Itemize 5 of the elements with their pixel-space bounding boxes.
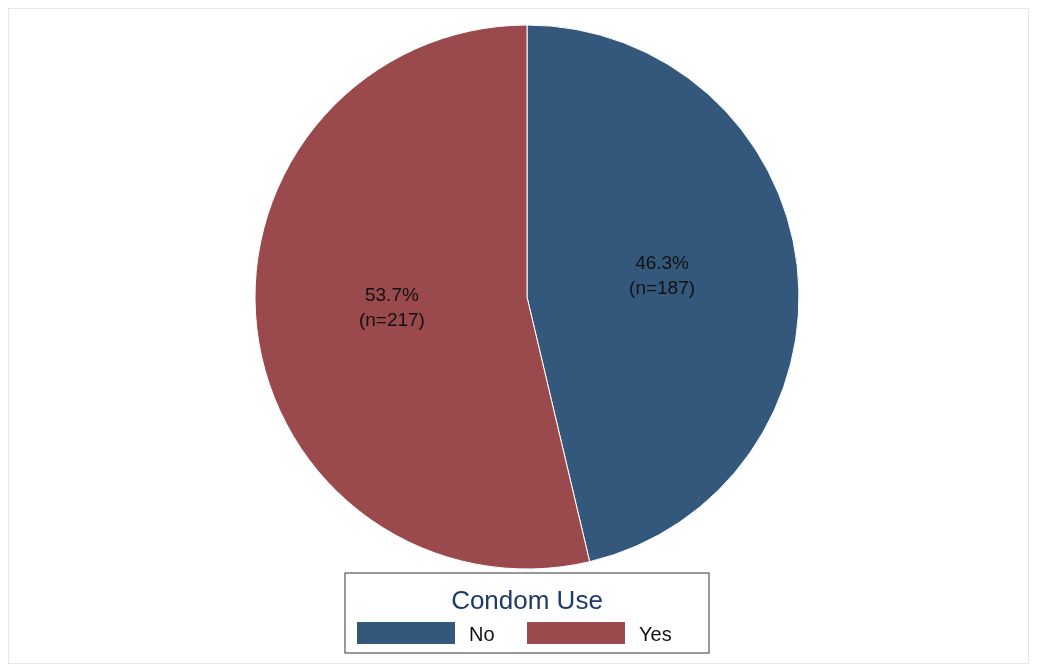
legend-label: Yes <box>639 623 672 645</box>
legend-label: No <box>469 623 495 645</box>
data-label: 53.7% (n=217) <box>358 283 425 330</box>
legend-title: Condom Use <box>451 585 603 615</box>
data-label: 46.3% (n=187) <box>629 252 696 299</box>
